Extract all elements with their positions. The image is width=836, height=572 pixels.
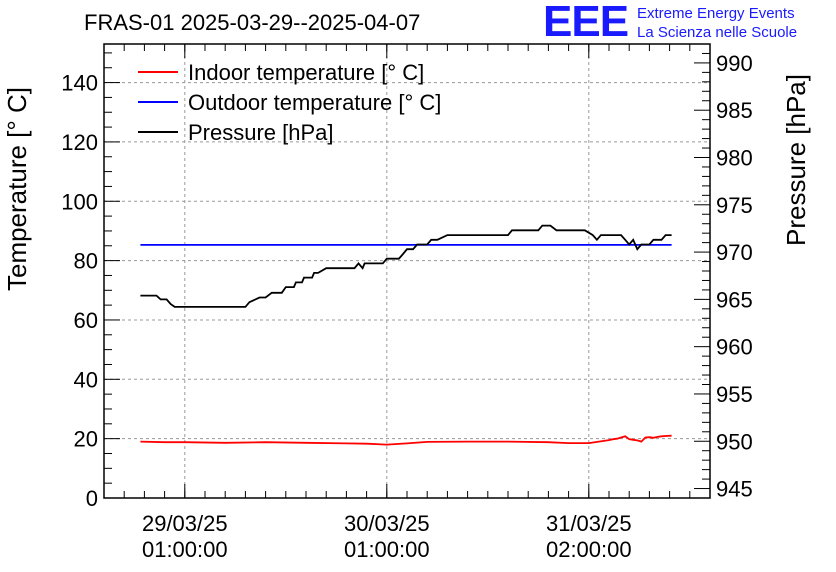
y-axis-right-label: Pressure [hPa] xyxy=(781,74,811,246)
chart-title: FRAS-01 2025-03-29--2025-04-07 xyxy=(84,10,421,35)
logo-line-1: Extreme Energy Events xyxy=(637,5,795,22)
y-left-tick-label: 100 xyxy=(61,189,98,214)
y-axis-left: 0 20 40 60 80 100 120 140 xyxy=(61,52,120,511)
y-axis-right: 945 950 955 960 965 970 975 980 985 990 xyxy=(694,43,753,502)
x-tick-label-date: 30/03/25 xyxy=(344,511,430,536)
y-left-tick-label: 40 xyxy=(74,367,98,392)
y-right-tick-label: 955 xyxy=(716,382,753,407)
y-left-tick-label: 120 xyxy=(61,130,98,155)
y-right-tick-label: 965 xyxy=(716,287,753,312)
y-right-tick-label: 970 xyxy=(716,240,753,265)
x-tick-label-time: 02:00:00 xyxy=(546,537,632,562)
y-right-tick-label: 990 xyxy=(716,51,753,76)
y-left-tick-label: 0 xyxy=(86,486,98,511)
indoor-temperature-c-line xyxy=(140,434,672,446)
legend-label: Pressure [hPa] xyxy=(188,120,334,145)
y-right-tick-label: 985 xyxy=(716,98,753,123)
logo-caption: Extreme Energy Events La Scienza nelle S… xyxy=(637,4,797,42)
legend-label: Outdoor temperature [° C] xyxy=(188,90,441,115)
legend-label: Indoor temperature [° C] xyxy=(188,60,424,85)
y-right-tick-label: 950 xyxy=(716,429,753,454)
grid-lines xyxy=(104,44,710,498)
legend: Indoor temperature [° C] Outdoor temperat… xyxy=(138,60,441,145)
y-left-tick-label: 20 xyxy=(74,427,98,452)
y-right-tick-label: 975 xyxy=(716,193,753,218)
pressure-hpa-line xyxy=(140,224,672,308)
x-axis: 29/03/2501:00:0030/03/2501:00:0031/03/25… xyxy=(103,44,711,562)
x-tick-label-date: 29/03/25 xyxy=(142,511,228,536)
x-tick-label-time: 01:00:00 xyxy=(344,537,430,562)
y-left-tick-label: 60 xyxy=(74,308,98,333)
y-right-tick-label: 960 xyxy=(716,335,753,360)
logo-line-2: La Scienza nelle Scuole xyxy=(637,24,798,41)
series-group xyxy=(140,224,672,446)
y-left-tick-label: 80 xyxy=(74,249,98,274)
eee-logo: EEE xyxy=(543,0,629,46)
x-tick-label-time: 01:00:00 xyxy=(142,537,228,562)
y-axis-left-label: Temperature [° C] xyxy=(2,87,32,291)
y-left-tick-label: 140 xyxy=(61,71,98,96)
y-right-tick-label: 980 xyxy=(716,146,753,171)
y-right-tick-label: 945 xyxy=(716,477,753,502)
x-tick-label-date: 31/03/25 xyxy=(546,511,632,536)
